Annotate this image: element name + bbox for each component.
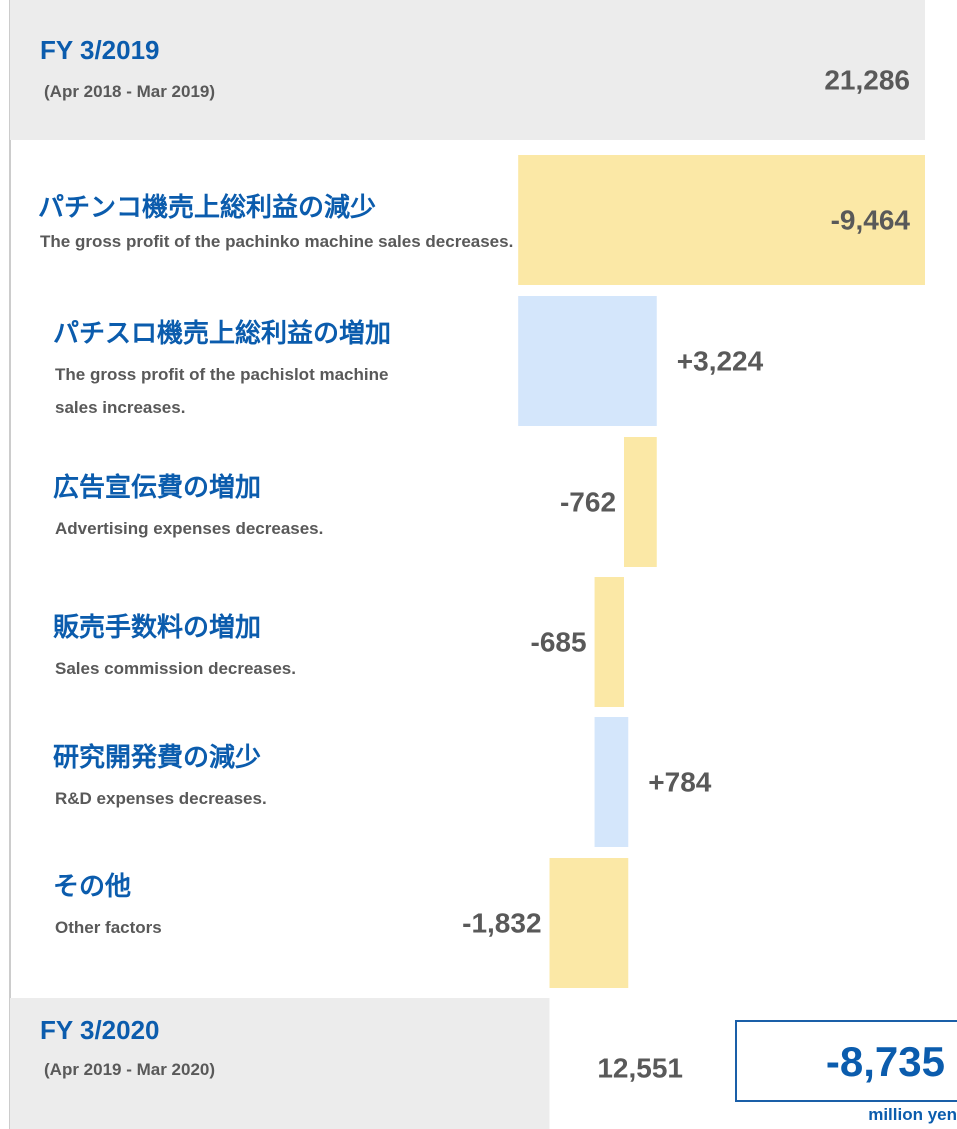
step-description: R&D expenses decreases. — [55, 789, 267, 808]
start-sublabel: (Apr 2018 - Mar 2019) — [44, 82, 216, 101]
increase-bar — [594, 717, 629, 847]
end-sublabel: (Apr 2019 - Mar 2020) — [44, 1060, 216, 1079]
step-description: The gross profit of the pachislot machin… — [55, 365, 389, 417]
end-value: 12,551 — [597, 1052, 683, 1084]
increase-bar — [518, 296, 657, 426]
end-label: FY 3/2020 — [40, 1014, 160, 1045]
start-label: FY 3/2019 — [40, 34, 160, 65]
decrease-bar — [624, 437, 657, 567]
change-value: -8,735 — [825, 1037, 945, 1085]
step-title: パチスロ機売上総利益の増加 — [53, 317, 392, 348]
step-title: 研究開発費の減少 — [53, 741, 262, 772]
step-description: Other factors — [55, 918, 162, 937]
step-value: +3,224 — [676, 345, 764, 377]
step-value: -9,464 — [830, 204, 910, 236]
start-value: 21,286 — [824, 64, 910, 96]
decrease-bar — [594, 577, 625, 707]
unit: million yen — [868, 1105, 957, 1124]
step-value: -762 — [559, 486, 617, 518]
step-title: パチンコ機売上総利益の減少 — [38, 191, 377, 222]
step-value: -685 — [530, 626, 587, 658]
decrease-bar — [518, 155, 925, 285]
step-description: The gross profit of the pachinko machine… — [40, 232, 514, 251]
step-description: Sales commission decreases. — [55, 659, 296, 678]
step-value: +784 — [648, 766, 712, 798]
change-box — [735, 1020, 957, 1102]
step-value: -1,832 — [462, 907, 542, 939]
step-title: その他 — [53, 870, 132, 901]
end-bar — [10, 998, 550, 1129]
decrease-bar — [549, 858, 629, 988]
step-title: 販売手数料の増加 — [53, 611, 262, 642]
step-description: Advertising expenses decreases. — [55, 519, 324, 538]
start-bar — [10, 0, 925, 140]
step-title: 広告宣伝費の増加 — [53, 471, 262, 502]
